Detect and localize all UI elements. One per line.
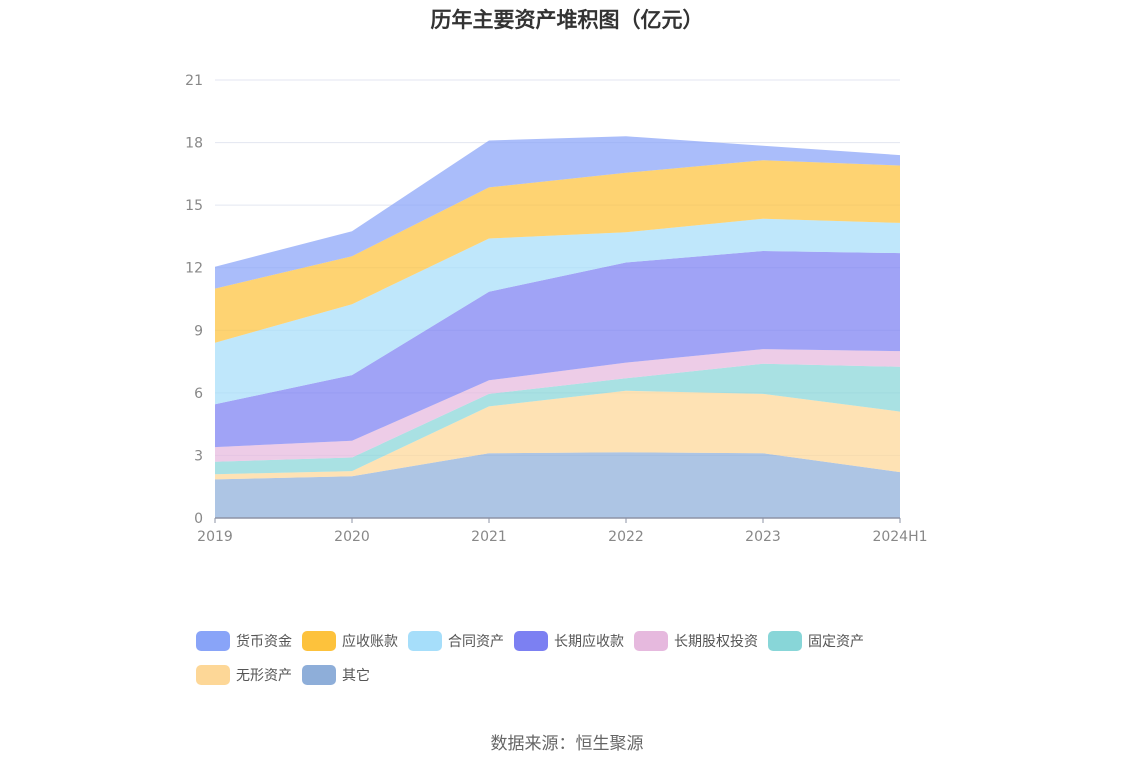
x-tick-label: 2019: [197, 529, 233, 545]
x-tick-label: 2023: [745, 529, 781, 545]
legend-label: 其它: [342, 668, 370, 684]
area-合同资产: [215, 218, 900, 405]
legend-label: 合同资产: [448, 634, 504, 650]
area-长期股权投资: [215, 349, 900, 462]
area-长期应收款: [215, 251, 900, 448]
x-tick-label: 2022: [608, 529, 644, 545]
x-tick-label: 2020: [334, 529, 370, 545]
legend-swatch: [514, 631, 548, 651]
legend-swatch: [302, 665, 336, 685]
y-tick-label: 18: [185, 136, 203, 152]
area-其它: [215, 452, 900, 518]
legend-swatch: [768, 631, 802, 651]
legend-label: 应收账款: [342, 634, 398, 650]
legend-label: 无形资产: [236, 668, 292, 684]
stacked-area-chart: 0 3 6 9 12 15 18 21 2019 2020 2021 2022 2023 2024H1: [185, 73, 927, 545]
y-tick-label: 6: [194, 386, 203, 402]
legend-swatch: [302, 631, 336, 651]
legend-label: 货币资金: [236, 634, 292, 650]
legend-item[interactable]: 固定资产: [768, 630, 864, 652]
legend-item[interactable]: 长期应收款: [514, 630, 624, 652]
x-tick-label: 2021: [471, 529, 507, 545]
area-固定资产: [215, 363, 900, 475]
legend-item[interactable]: 货币资金: [196, 630, 292, 652]
axes: 0 3 6 9 12 15 18 21 2019 2020 2021 2022 2023 2024H1: [185, 73, 927, 545]
legend-swatch: [196, 631, 230, 651]
area-货币资金: [215, 136, 900, 289]
y-tick-label: 3: [194, 448, 203, 464]
legend-item[interactable]: 应收账款: [302, 630, 398, 652]
area-应收账款: [215, 160, 900, 343]
area-series: [215, 136, 900, 518]
y-tick-label: 15: [185, 198, 203, 214]
legend: 货币资金 应收账款 合同资产 长期应收款 长期股权投资 固定资产无形资产 其它: [196, 630, 956, 698]
legend-swatch: [408, 631, 442, 651]
legend-item[interactable]: 无形资产: [196, 664, 292, 686]
source-note: 数据来源：恒生聚源: [490, 734, 644, 754]
x-tick-label: 2024H1: [872, 529, 927, 545]
legend-item[interactable]: 其它: [302, 664, 370, 686]
area-无形资产: [215, 390, 900, 480]
y-tick-label: 12: [185, 261, 203, 277]
legend-label: 长期应收款: [554, 634, 624, 650]
y-tick-label: 21: [185, 73, 203, 89]
legend-label: 固定资产: [808, 634, 864, 650]
legend-swatch: [196, 665, 230, 685]
y-tick-label: 0: [194, 511, 203, 527]
legend-item[interactable]: 长期股权投资: [634, 630, 758, 652]
y-tick-label: 9: [194, 323, 203, 339]
legend-swatch: [634, 631, 668, 651]
legend-item[interactable]: 合同资产: [408, 630, 504, 652]
legend-label: 长期股权投资: [674, 634, 758, 650]
chart-title: 历年主要资产堆积图（亿元）: [430, 8, 704, 32]
